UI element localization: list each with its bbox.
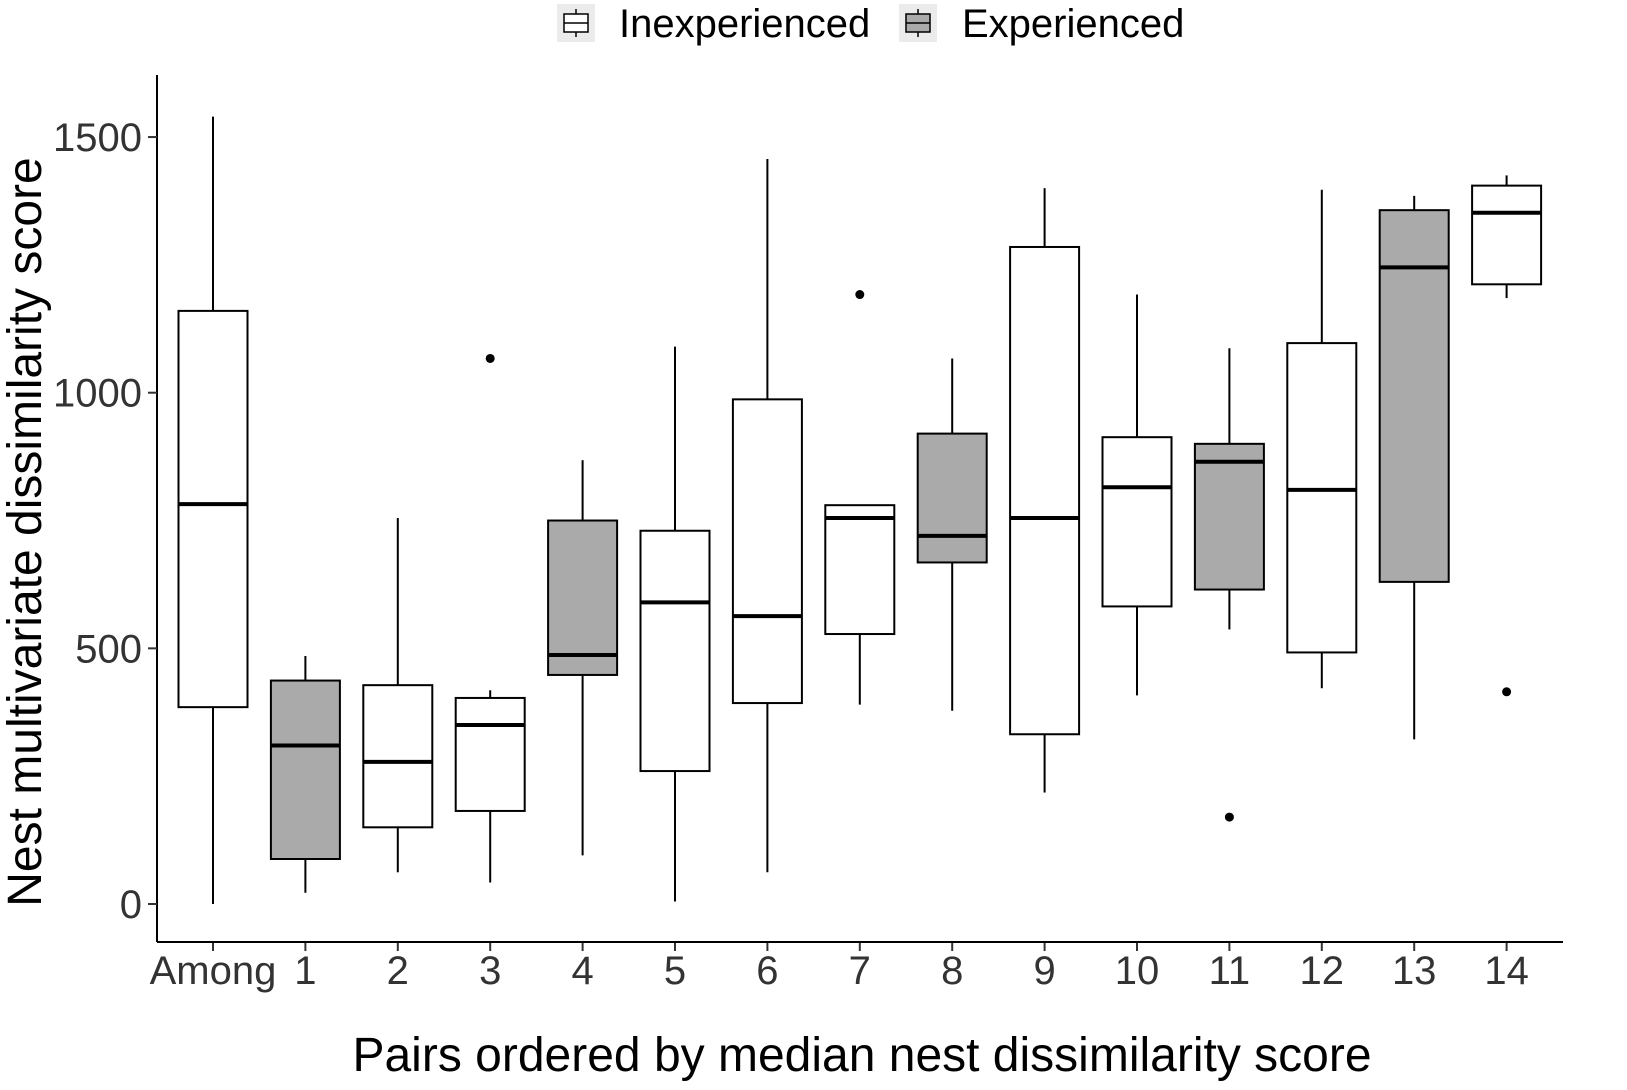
legend-label: Inexperienced xyxy=(619,2,870,46)
y-tick-label: 1500 xyxy=(53,116,142,160)
x-tick-label: 2 xyxy=(387,949,409,993)
box-iqr xyxy=(1471,184,1543,286)
box-14 xyxy=(1471,175,1543,697)
box-iqr xyxy=(1101,436,1173,608)
x-tick-label: 13 xyxy=(1392,949,1437,993)
box-7 xyxy=(824,290,896,705)
box-10 xyxy=(1101,294,1173,696)
x-tick-label: 7 xyxy=(849,949,871,993)
legend-label: Experienced xyxy=(962,2,1184,46)
box-4 xyxy=(547,460,619,856)
box-11 xyxy=(1193,348,1265,822)
x-tick-label: 4 xyxy=(571,949,593,993)
box-3 xyxy=(454,353,526,883)
box-iqr xyxy=(1286,342,1358,654)
box-iqr xyxy=(639,529,711,773)
x-tick-label: 14 xyxy=(1484,949,1529,993)
x-tick-label: 8 xyxy=(941,949,963,993)
box-iqr xyxy=(1378,209,1450,583)
legend-item-experienced: Experienced xyxy=(899,2,1184,46)
y-axis-title: Nest multivariate dissimilarity score xyxy=(0,157,52,907)
box-iqr xyxy=(1193,442,1265,591)
x-tick-label: 5 xyxy=(664,949,686,993)
box-iqr xyxy=(824,504,896,636)
x-tick-label: Among xyxy=(150,949,277,993)
box-Among xyxy=(177,116,249,904)
x-tick-label: 12 xyxy=(1300,949,1345,993)
box-iqr xyxy=(916,432,988,564)
box-13 xyxy=(1378,195,1450,740)
box-iqr xyxy=(547,519,619,676)
x-tick-label: 9 xyxy=(1033,949,1055,993)
box-5 xyxy=(639,346,711,902)
box-iqr xyxy=(454,696,526,812)
x-tick-label: 11 xyxy=(1209,949,1251,993)
box-1 xyxy=(269,656,341,893)
box-2 xyxy=(362,517,434,873)
x-tick-label: 6 xyxy=(756,949,778,993)
y-tick-label: 1000 xyxy=(53,372,142,416)
legend-item-inexperienced: Inexperienced xyxy=(557,2,870,46)
legend: Inexperienced Experienced xyxy=(557,2,1184,46)
box-12 xyxy=(1286,189,1358,689)
outlier-point xyxy=(1224,812,1234,822)
box-iqr xyxy=(362,684,434,829)
box-9 xyxy=(1009,188,1081,793)
box-iqr xyxy=(177,309,249,709)
x-axis-title: Pairs ordered by median nest dissimilari… xyxy=(352,1029,1371,1082)
box-8 xyxy=(916,358,988,711)
box-iqr xyxy=(1009,245,1081,736)
x-tick-label: 1 xyxy=(294,949,316,993)
box-iqr xyxy=(269,679,341,861)
x-tick-label: 10 xyxy=(1115,949,1160,993)
y-tick-label: 0 xyxy=(120,883,142,927)
x-tick-label: 3 xyxy=(479,949,501,993)
box-6 xyxy=(731,159,803,873)
box-iqr xyxy=(731,398,803,705)
outlier-point xyxy=(485,353,495,363)
outlier-point xyxy=(1502,687,1512,697)
y-tick-label: 500 xyxy=(75,627,142,671)
plot-area xyxy=(177,116,1543,904)
outlier-point xyxy=(855,290,865,300)
